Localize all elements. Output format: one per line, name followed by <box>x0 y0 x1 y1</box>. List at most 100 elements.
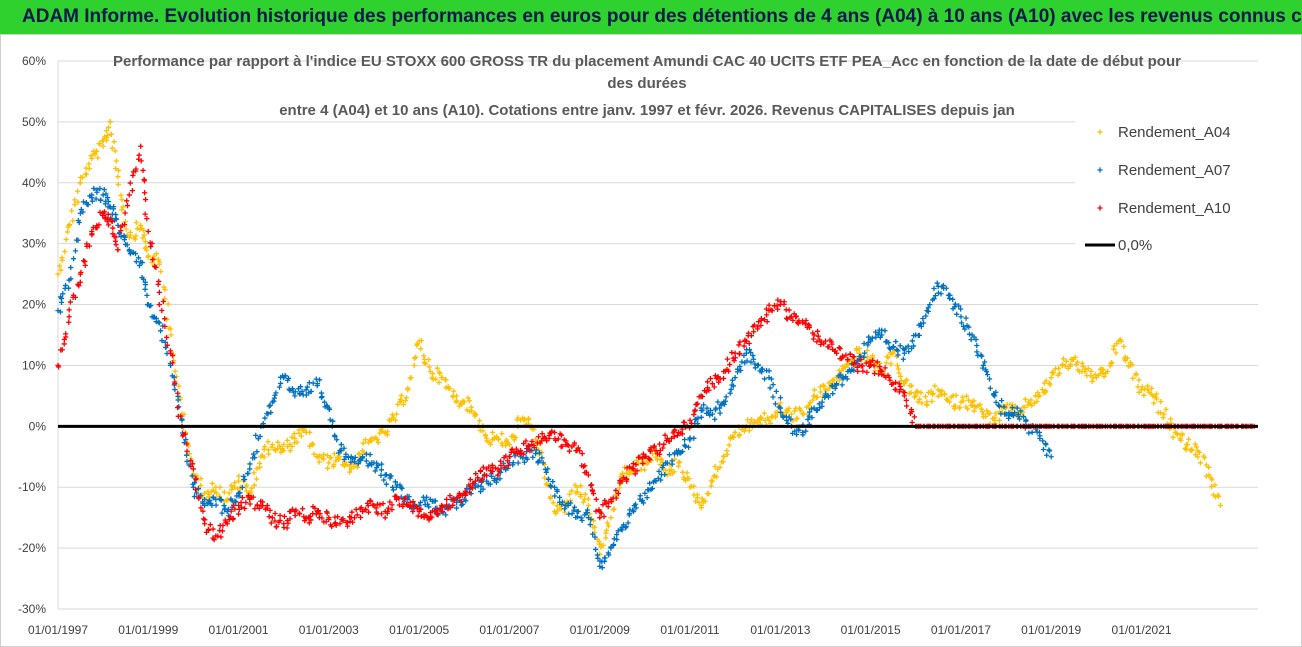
data-point-interp <box>190 461 196 467</box>
data-point-interp <box>668 435 674 442</box>
data-point-interp <box>938 291 944 297</box>
data-point-interp <box>873 329 879 335</box>
data-point-interp <box>656 468 662 474</box>
data-point-interp <box>1141 392 1147 398</box>
data-point-interp <box>569 511 575 517</box>
data-point-interp <box>182 431 188 437</box>
data-point-interp <box>205 526 211 533</box>
data-point-interp <box>870 357 876 364</box>
data-point-interp <box>480 486 486 492</box>
data-point-interp <box>487 481 493 487</box>
data-point-interp <box>898 378 904 384</box>
data-point-interp <box>593 496 599 502</box>
data-point-interp <box>678 449 684 455</box>
data-point-interp <box>358 505 364 511</box>
data-point-interp <box>869 335 875 341</box>
data-point-interp <box>82 258 88 265</box>
data-point-interp <box>943 285 949 291</box>
data-point <box>1048 375 1054 381</box>
data-point-interp <box>958 306 964 312</box>
data-point-interp <box>451 388 457 394</box>
data-point-interp <box>746 427 752 434</box>
data-point-interp <box>256 505 262 512</box>
data-point-interp <box>720 375 727 382</box>
data-point-interp <box>465 395 471 401</box>
data-point-interp <box>761 410 767 416</box>
data-point <box>732 350 738 356</box>
data-point-interp <box>908 389 914 396</box>
data-point-interp <box>695 401 701 407</box>
data-point-interp <box>786 307 792 313</box>
data-point-interp <box>140 167 146 174</box>
data-point <box>901 381 907 387</box>
data-point-interp <box>363 506 369 512</box>
data-point-interp <box>253 432 259 438</box>
data-point-interp <box>426 357 432 363</box>
series-Rendement_A04 <box>55 119 1224 557</box>
data-point-interp <box>1130 375 1136 381</box>
data-point-interp <box>64 229 71 235</box>
data-point-interp <box>454 398 460 404</box>
data-point-interp <box>158 268 164 275</box>
data-point-interp <box>434 507 440 513</box>
data-point <box>709 478 715 484</box>
data-point-interp <box>624 465 630 471</box>
data-point-interp <box>159 307 165 314</box>
data-point-interp <box>809 406 815 412</box>
data-point-interp <box>582 463 588 469</box>
data-point-interp <box>761 376 768 382</box>
data-point-interp <box>439 508 446 515</box>
y-tick-label: -30% <box>18 602 46 616</box>
data-point-interp <box>578 515 584 521</box>
data-point-interp <box>164 342 170 348</box>
data-point-interp <box>77 279 83 285</box>
data-point-interp <box>1158 399 1164 405</box>
data-point-interp <box>162 323 168 329</box>
data-point-interp <box>380 501 386 507</box>
legend-swatch-marker <box>1097 167 1103 173</box>
data-point-interp <box>198 505 204 511</box>
data-point-interp <box>592 546 599 553</box>
data-point-interp <box>333 522 339 528</box>
data-point-interp <box>947 292 953 298</box>
data-point-interp <box>144 292 150 298</box>
data-point-interp <box>557 494 563 501</box>
data-point-interp <box>929 398 935 405</box>
data-point-interp <box>433 376 439 382</box>
data-point-interp <box>963 315 969 321</box>
data-point-interp <box>219 528 226 534</box>
data-point <box>698 502 704 509</box>
data-point-interp <box>774 303 780 309</box>
data-point-interp <box>1026 430 1032 436</box>
data-point-interp <box>829 383 836 389</box>
data-point-interp <box>209 480 215 487</box>
data-point-interp <box>898 386 904 392</box>
data-point <box>1150 393 1156 399</box>
data-point-interp <box>592 524 598 530</box>
data-point <box>224 521 230 527</box>
data-point-interp <box>590 490 597 497</box>
data-point-interp <box>707 375 714 382</box>
data-point-interp <box>794 431 800 438</box>
data-point-interp <box>886 340 892 346</box>
data-point-interp <box>262 444 268 450</box>
data-point-interp <box>1203 473 1209 479</box>
data-point <box>1037 393 1043 399</box>
data-point-interp <box>758 415 765 421</box>
data-point-interp <box>111 139 117 145</box>
data-point-interp <box>777 400 784 406</box>
data-point-interp <box>308 517 314 523</box>
data-point-interp <box>840 374 846 381</box>
data-point-interp <box>330 464 336 470</box>
data-point <box>190 466 196 472</box>
data-point-interp <box>788 416 794 422</box>
data-point-interp <box>805 322 812 328</box>
data-point <box>845 356 851 362</box>
data-point-interp <box>360 440 366 446</box>
data-point <box>585 502 592 509</box>
data-point-interp <box>439 374 445 381</box>
data-point-interp <box>772 401 779 407</box>
data-point-interp <box>398 398 404 404</box>
data-point-interp <box>858 357 864 363</box>
data-point-interp <box>278 449 284 456</box>
